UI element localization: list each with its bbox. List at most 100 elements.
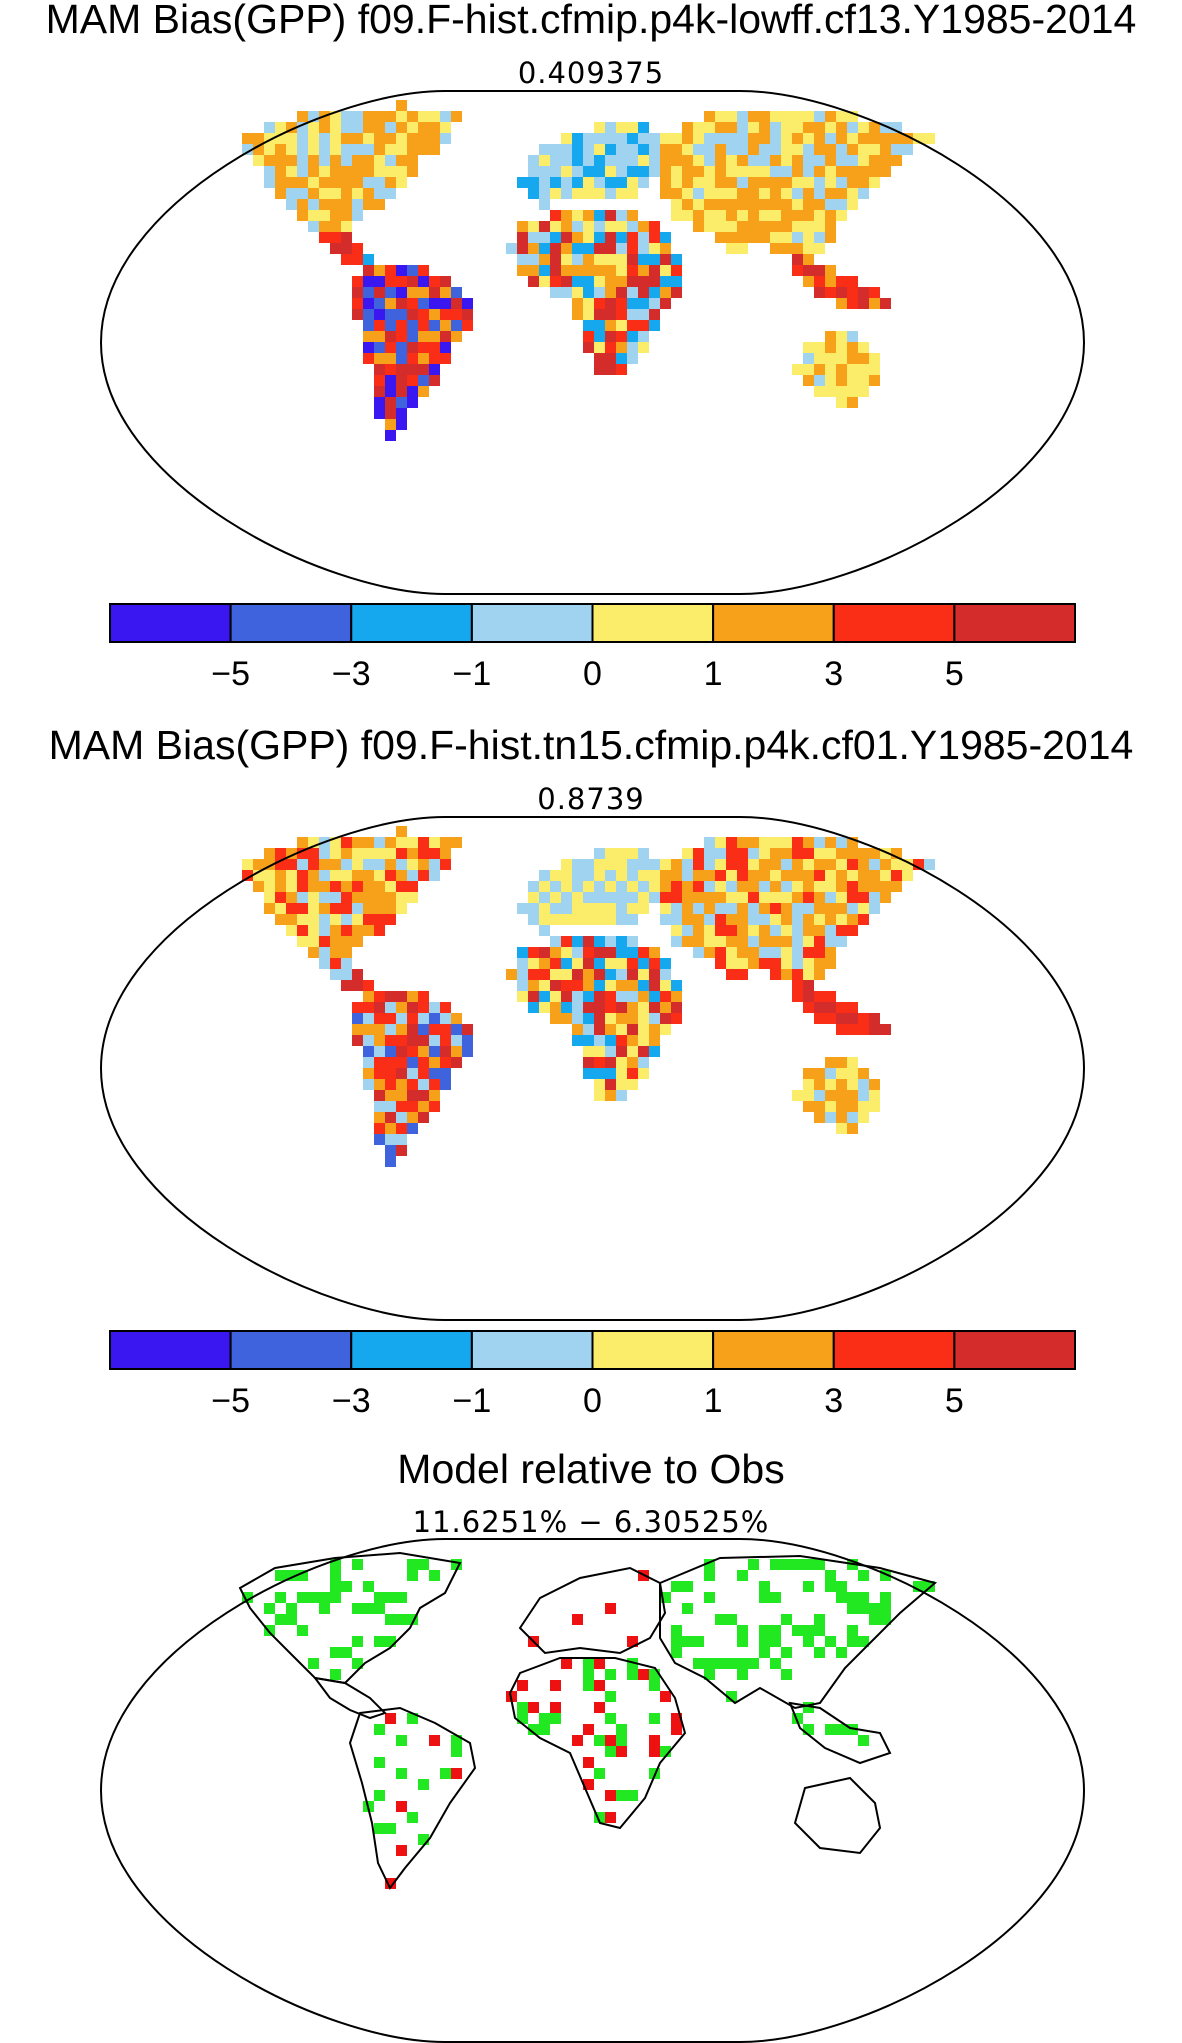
grid-cell (693, 144, 704, 155)
grid-cell (814, 1647, 825, 1658)
grid-cell (396, 903, 407, 914)
grid-cell (352, 881, 363, 892)
grid-cell (715, 111, 726, 122)
grid-cell (363, 166, 374, 177)
grid-cell (561, 881, 572, 892)
grid-cell (583, 298, 594, 309)
grid-cell (374, 353, 385, 364)
grid-cell (616, 221, 627, 232)
grid-cell (880, 144, 891, 155)
grid-cell (638, 1046, 649, 1057)
grid-cell (737, 936, 748, 947)
grid-cell (726, 111, 737, 122)
grid-cell (770, 221, 781, 232)
panel1-colorbar: −5 −3 −1 0 1 3 5 (109, 603, 1076, 693)
grid-cell (396, 375, 407, 386)
grid-cell (583, 1680, 594, 1691)
grid-cell (352, 188, 363, 199)
grid-cell (605, 1812, 616, 1823)
grid-cell (847, 298, 858, 309)
grid-cell (418, 1057, 429, 1068)
grid-cell (880, 892, 891, 903)
grid-cell (605, 1790, 616, 1801)
grid-cell (726, 969, 737, 980)
colorbar-tick-label: −3 (332, 1382, 371, 1420)
colorbar-bin (712, 603, 835, 643)
grid-cell (880, 870, 891, 881)
grid-cell (671, 936, 682, 947)
grid-cell (572, 947, 583, 958)
grid-cell (627, 969, 638, 980)
grid-cell (660, 265, 671, 276)
grid-cell (374, 287, 385, 298)
grid-cell (737, 1625, 748, 1636)
grid-cell (550, 914, 561, 925)
grid-cell (605, 320, 616, 331)
grid-cell (319, 925, 330, 936)
grid-cell (649, 947, 660, 958)
grid-cell (638, 122, 649, 133)
grid-cell (616, 1068, 627, 1079)
grid-cell (572, 188, 583, 199)
grid-cell (297, 166, 308, 177)
grid-cell (330, 221, 341, 232)
grid-cell (649, 1013, 660, 1024)
grid-cell (550, 177, 561, 188)
grid-cell (275, 122, 286, 133)
grid-cell (594, 958, 605, 969)
grid-cell (770, 133, 781, 144)
grid-cell (825, 133, 836, 144)
grid-cell (836, 1002, 847, 1013)
grid-cell (924, 133, 935, 144)
grid-cell (429, 1079, 440, 1090)
grid-cell (583, 221, 594, 232)
grid-cell (759, 199, 770, 210)
grid-cell (814, 166, 825, 177)
grid-cell (715, 1614, 726, 1625)
grid-cell (781, 221, 792, 232)
grid-cell (363, 1046, 374, 1057)
grid-cell (594, 1079, 605, 1090)
grid-cell (682, 155, 693, 166)
grid-cell (792, 837, 803, 848)
grid-cell (836, 177, 847, 188)
grid-cell (803, 232, 814, 243)
grid-cell (836, 386, 847, 397)
grid-cell (869, 1024, 880, 1035)
grid-cell (792, 188, 803, 199)
grid-cell (715, 936, 726, 947)
grid-cell (319, 210, 330, 221)
grid-cell (803, 1625, 814, 1636)
grid-cell (594, 1768, 605, 1779)
grid-cell (803, 1079, 814, 1090)
grid-cell (363, 276, 374, 287)
grid-cell (319, 221, 330, 232)
grid-cell (616, 914, 627, 925)
grid-cell (759, 210, 770, 221)
grid-cell (440, 1079, 451, 1090)
grid-cell (550, 265, 561, 276)
grid-cell (616, 265, 627, 276)
grid-cell (539, 232, 550, 243)
grid-cell (352, 936, 363, 947)
grid-cell (341, 903, 352, 914)
grid-cell (770, 848, 781, 859)
grid-cell (396, 1057, 407, 1068)
grid-cell (308, 221, 319, 232)
grid-cell (572, 980, 583, 991)
grid-cell (429, 298, 440, 309)
grid-cell (748, 881, 759, 892)
grid-cell (715, 958, 726, 969)
grid-cell (396, 1768, 407, 1779)
grid-cell (616, 342, 627, 353)
grid-cell (682, 166, 693, 177)
grid-cell (286, 881, 297, 892)
grid-cell (374, 1123, 385, 1134)
grid-cell (539, 144, 550, 155)
grid-cell (605, 1603, 616, 1614)
grid-cell (660, 1592, 671, 1603)
grid-cell (671, 925, 682, 936)
grid-cell (451, 309, 462, 320)
grid-cell (539, 177, 550, 188)
grid-cell (748, 232, 759, 243)
